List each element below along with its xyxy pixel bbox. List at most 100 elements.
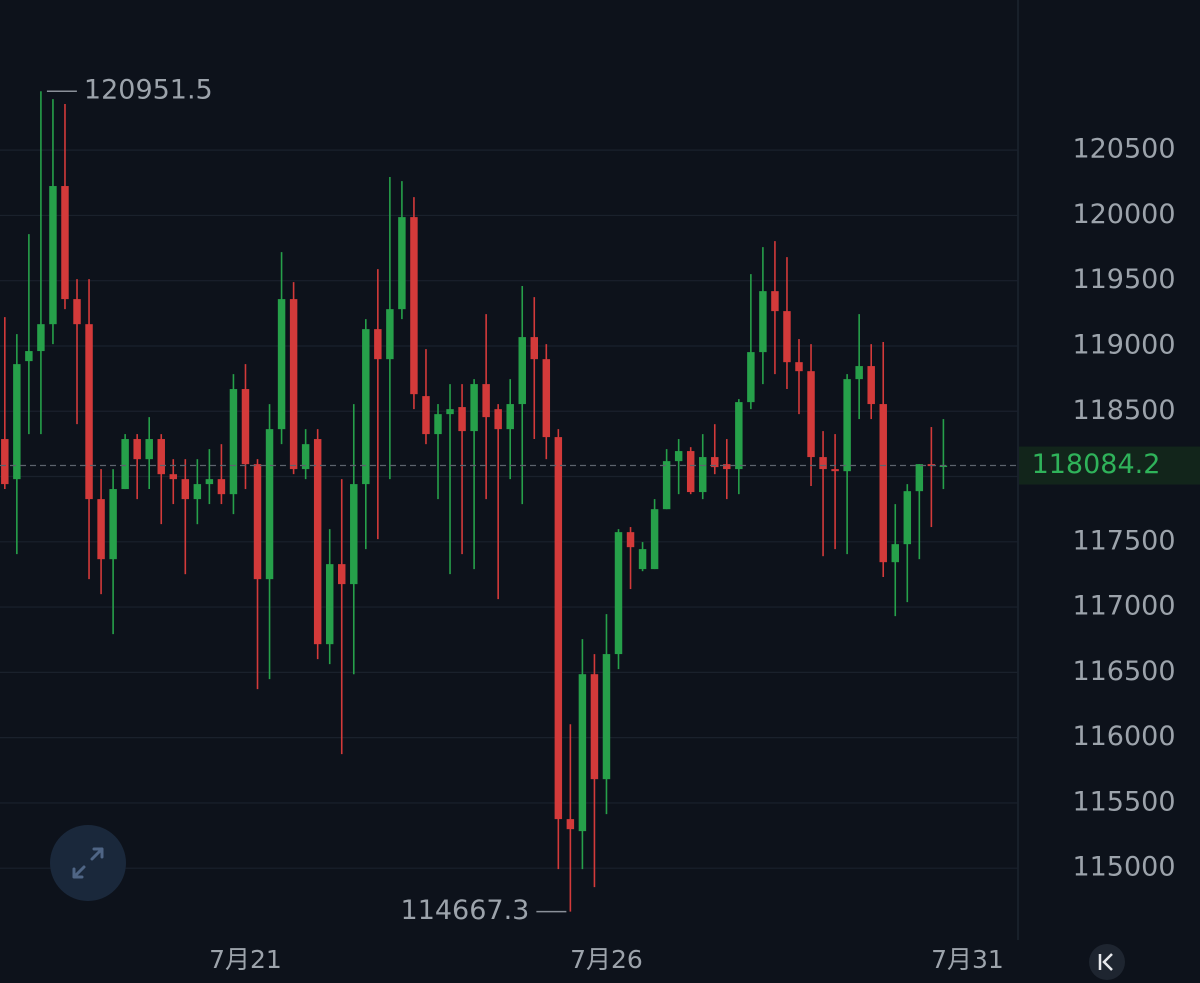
grid: 115000 115500 116000 116500 117000 117500 1180… [0,134,1176,974]
x-tick-label: 7月26 [570,945,643,974]
min-label: 114667.3 [401,895,530,926]
candle-body [313,439,322,645]
candle-body [277,299,286,430]
candle-body [193,484,202,500]
candle-body [1,439,9,485]
candle-body [386,309,394,360]
candle-body [398,217,406,310]
candle-body [867,366,875,405]
jump-latest-bg[interactable] [1089,944,1125,980]
candle-body [241,389,250,465]
candle-body [494,409,502,430]
y-tick-label: 119000 [1072,329,1175,360]
candle-body [181,479,190,500]
candle-body [61,186,69,300]
candle-body [350,484,358,585]
candle-body [506,404,514,430]
candle-body [783,311,791,363]
candle-body [831,469,839,472]
candle-body [458,407,466,432]
candle-body [109,489,117,560]
expand-icon [72,847,104,879]
candle-body [735,402,743,470]
candle-body [157,439,165,475]
candle-body [662,461,671,510]
candle-body [759,291,767,353]
candle-body [37,324,45,352]
candle-body [626,532,635,548]
candle-body [939,465,948,468]
candle-body [879,404,887,563]
last-price-box [1019,446,1200,485]
candle-body [205,479,214,485]
candle-body [554,437,563,820]
candle-body [747,352,755,403]
y-tick-label: 118500 [1072,395,1175,426]
candle-body [133,439,141,460]
candle-body [253,464,262,580]
candle-body [422,396,430,435]
x-tick-label: 7月21 [209,945,282,974]
candle-body [518,337,526,405]
candle-body [49,186,57,325]
candle-body [121,439,129,490]
y-tick-label: 117500 [1072,525,1175,556]
candle-body [843,379,851,472]
candle-body [13,364,21,480]
candle-body [711,457,719,468]
candle-body [25,351,33,362]
candle-body [530,337,538,360]
y-tick-label: 120500 [1072,134,1175,165]
overlay: 120951.5 114667.3 118084.2 [0,75,1200,926]
candle-body [169,474,178,480]
candle-body [229,389,238,495]
last-price-label: 118084.2 [1032,449,1161,480]
jump-latest-button[interactable] [1089,944,1125,980]
candle-body [903,491,912,545]
candle-body [819,457,827,470]
expand-button[interactable] [50,825,126,901]
candle-body [482,384,490,418]
candle-body [674,451,683,462]
y-tick-label: 115500 [1072,786,1175,817]
candle-body [301,444,310,470]
y-tick-label: 116500 [1072,656,1175,687]
candle-body [145,439,153,460]
x-tick-label: 7月31 [931,945,1004,974]
candle-body [265,429,274,580]
candle-body [602,654,611,780]
candle-body [73,299,81,325]
candle-body [542,359,551,438]
y-tick-label: 120000 [1072,199,1175,230]
candle-body [446,409,454,415]
candle-body [97,499,105,560]
expand-button-bg[interactable] [50,825,126,901]
candle-body [614,532,623,655]
candles [1,91,948,912]
candle-body [638,549,647,570]
candle-body [217,479,226,495]
candle-body [855,366,863,380]
candle-body [650,509,659,570]
max-label: 120951.5 [84,75,213,106]
jump-latest-icon [1098,953,1113,971]
candle-body [891,544,899,563]
candle-body [699,457,707,493]
candle-body [566,819,575,830]
candle-body [795,362,803,372]
y-tick-label: 115000 [1072,852,1175,883]
candle-body [374,329,382,360]
candle-body [338,564,346,585]
candle-body [410,217,418,395]
candle-body [578,674,587,832]
y-tick-label: 116000 [1072,721,1175,752]
candle-body [686,451,695,493]
y-tick-label: 117000 [1072,591,1175,622]
y-tick-label: 119500 [1072,264,1175,295]
candle-body [85,324,93,500]
candle-body [723,464,731,470]
candle-body [470,384,478,432]
